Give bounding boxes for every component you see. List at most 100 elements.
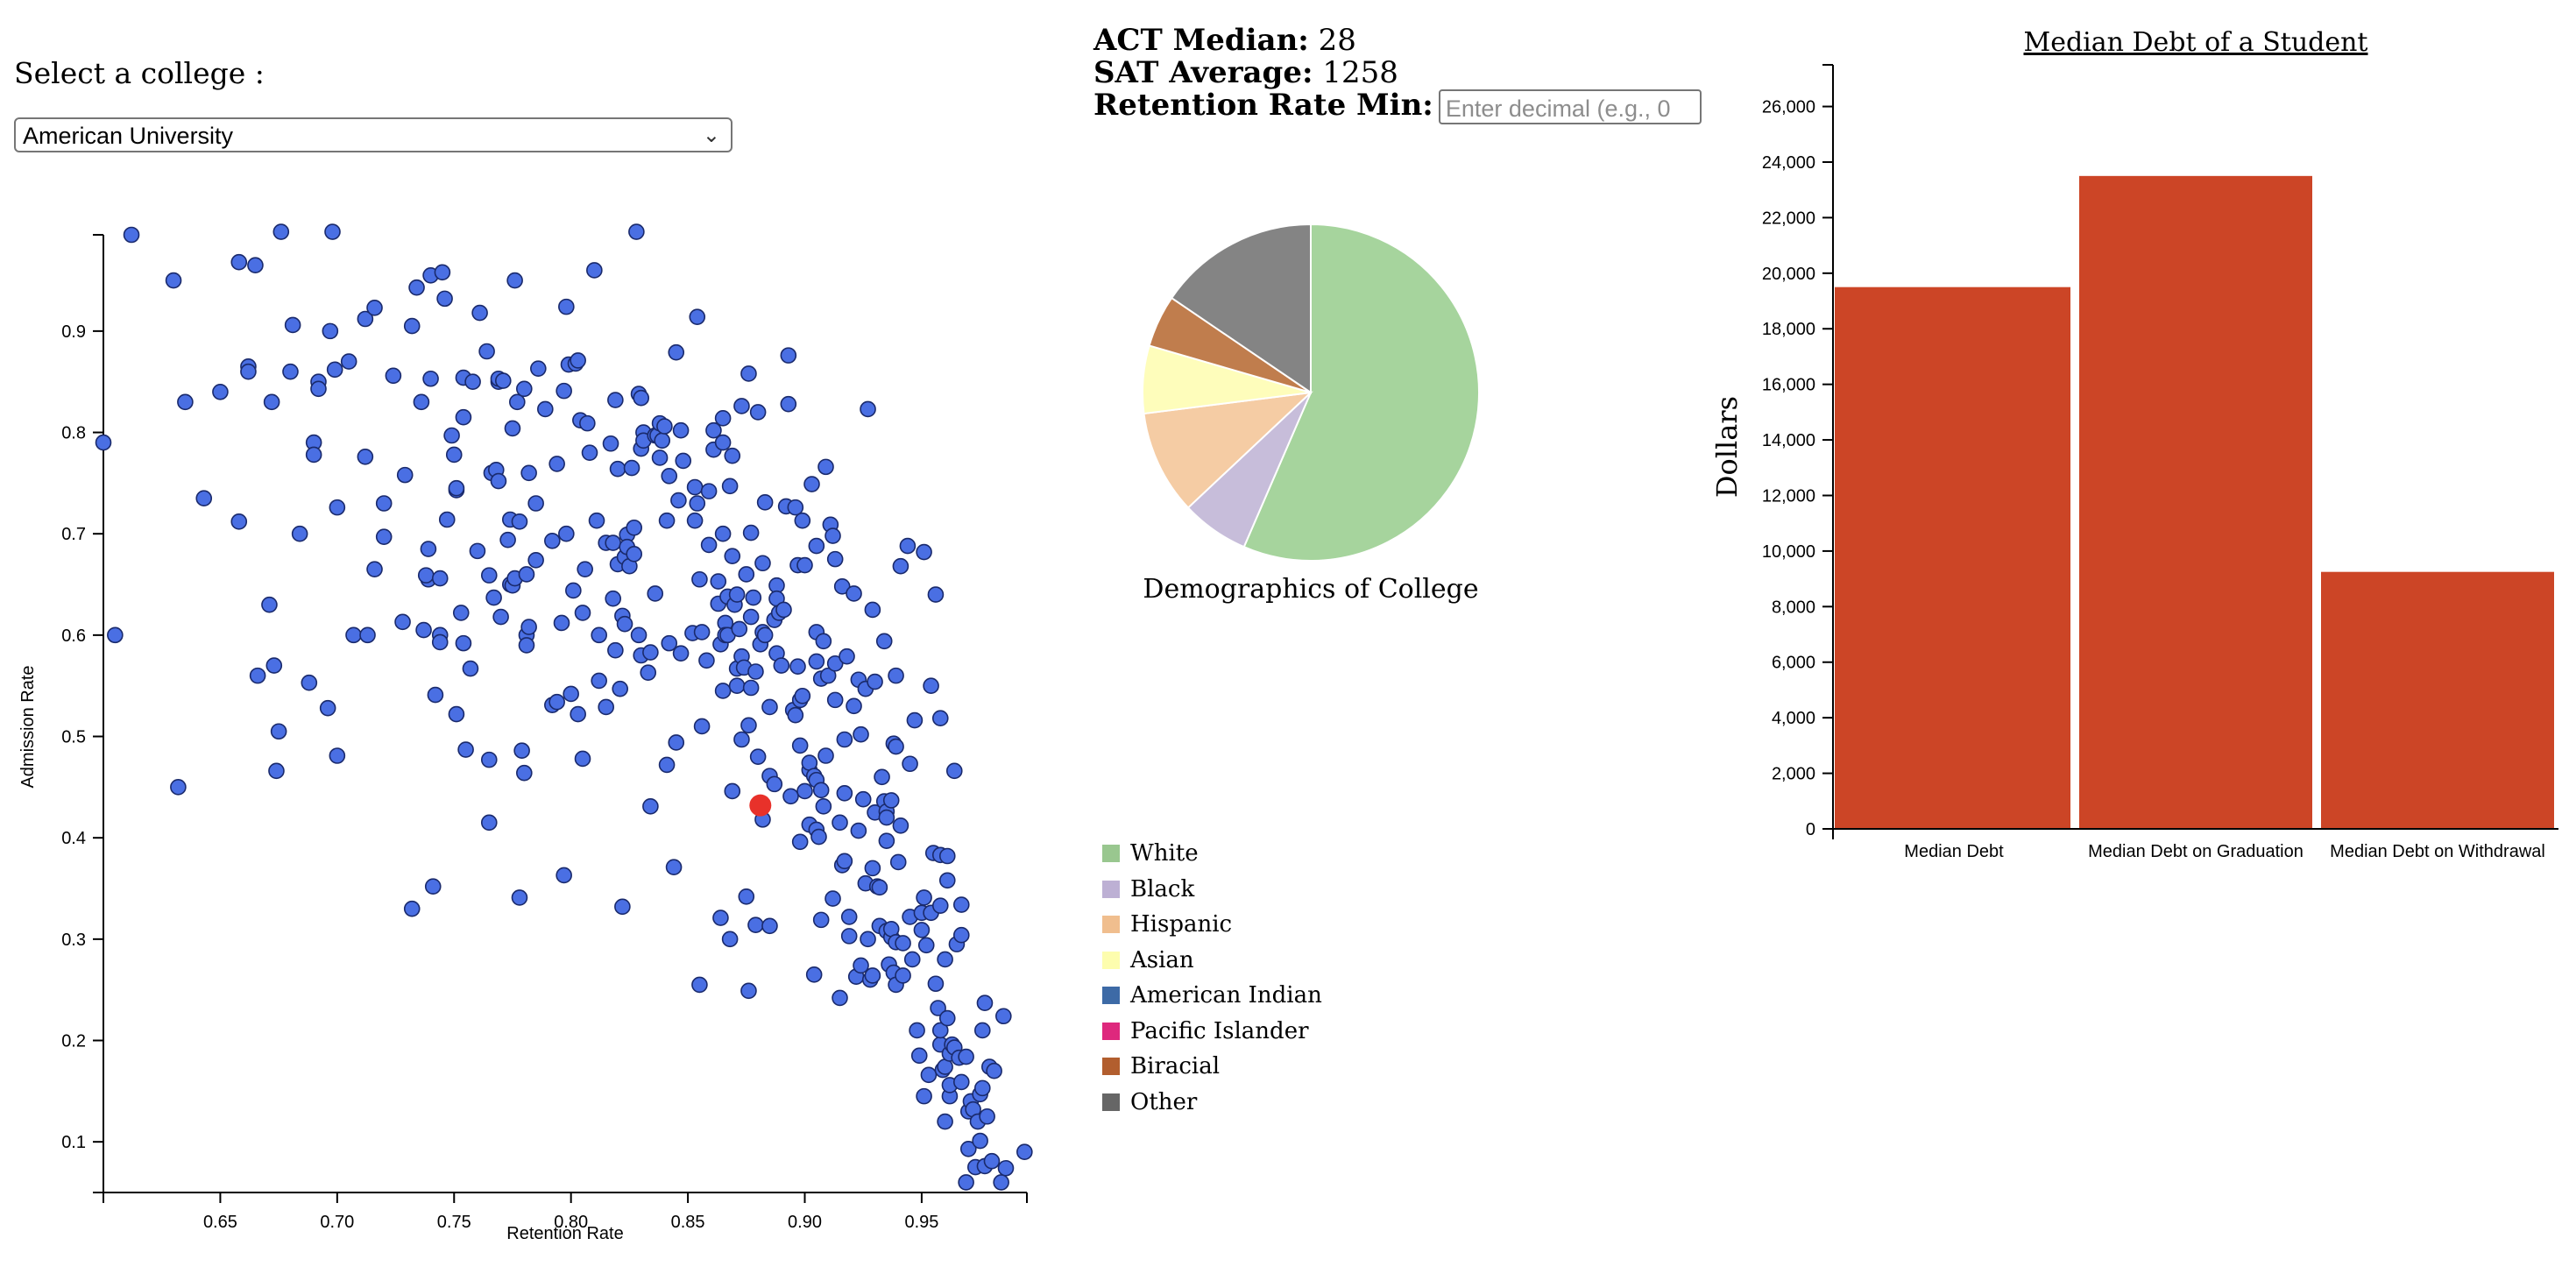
scatter-point[interactable] bbox=[815, 633, 832, 650]
scatter-point[interactable] bbox=[840, 928, 858, 945]
scatter-point[interactable] bbox=[749, 748, 767, 765]
scatter-point[interactable] bbox=[693, 624, 711, 640]
scatter-point[interactable] bbox=[691, 976, 708, 994]
scatter-point[interactable] bbox=[438, 511, 456, 528]
scatter-point[interactable] bbox=[480, 751, 498, 768]
scatter-point[interactable] bbox=[895, 967, 911, 984]
scatter-point[interactable] bbox=[916, 889, 932, 906]
scatter-point[interactable] bbox=[665, 859, 683, 876]
scatter-point[interactable] bbox=[574, 750, 591, 768]
scatter-point[interactable] bbox=[511, 889, 528, 906]
scatter-point[interactable] bbox=[558, 525, 575, 542]
scatter-point[interactable] bbox=[714, 683, 732, 699]
scatter-point[interactable] bbox=[230, 253, 248, 271]
scatter-point[interactable] bbox=[324, 223, 341, 240]
scatter-point[interactable] bbox=[937, 951, 953, 968]
scatter-point[interactable] bbox=[563, 685, 579, 703]
scatter-point[interactable] bbox=[747, 663, 764, 680]
college-select[interactable]: American University ⌄ bbox=[14, 117, 732, 152]
scatter-point[interactable] bbox=[749, 404, 767, 421]
scatter-point[interactable] bbox=[724, 782, 741, 800]
scatter-point[interactable] bbox=[902, 755, 918, 773]
scatter-point[interactable] bbox=[824, 890, 841, 907]
scatter-point[interactable] bbox=[817, 747, 834, 764]
scatter-point[interactable] bbox=[123, 226, 140, 244]
scatter-point[interactable] bbox=[107, 626, 124, 644]
scatter-point[interactable] bbox=[916, 1087, 932, 1105]
scatter-point[interactable] bbox=[516, 380, 533, 398]
scatter-point[interactable] bbox=[263, 393, 280, 411]
scatter-point[interactable] bbox=[945, 762, 963, 780]
scatter-point[interactable] bbox=[455, 634, 472, 652]
scatter-point[interactable] bbox=[305, 446, 322, 464]
scatter-point[interactable] bbox=[686, 512, 704, 529]
pie-slice-white[interactable] bbox=[1242, 223, 1480, 562]
scatter-point[interactable] bbox=[556, 867, 572, 884]
scatter-point[interactable] bbox=[553, 614, 570, 632]
scatter-point[interactable] bbox=[832, 814, 848, 832]
scatter-point[interactable] bbox=[808, 653, 825, 670]
scatter-point[interactable] bbox=[832, 989, 848, 1007]
scatter-point[interactable] bbox=[878, 809, 895, 826]
scatter-point[interactable] bbox=[212, 383, 229, 400]
scatter-point[interactable] bbox=[415, 621, 432, 639]
scatter-point[interactable] bbox=[577, 561, 593, 577]
scatter-point[interactable] bbox=[742, 608, 760, 626]
scatter-point[interactable] bbox=[565, 582, 582, 599]
scatter-point[interactable] bbox=[689, 495, 706, 512]
scatter-point[interactable] bbox=[738, 888, 755, 905]
scatter-point[interactable] bbox=[817, 458, 834, 476]
scatter-point[interactable] bbox=[556, 382, 572, 400]
scatter-point[interactable] bbox=[920, 1066, 938, 1084]
scatter-point[interactable] bbox=[527, 495, 544, 512]
scatter-point[interactable] bbox=[888, 667, 904, 684]
scatter-point[interactable] bbox=[958, 1048, 974, 1065]
scatter-point[interactable] bbox=[979, 1108, 995, 1125]
scatter-point[interactable] bbox=[672, 645, 690, 662]
scatter-point[interactable] bbox=[864, 601, 881, 619]
scatter-point[interactable] bbox=[661, 634, 678, 652]
scatter-point[interactable] bbox=[761, 917, 778, 935]
scatter-point[interactable] bbox=[443, 427, 460, 444]
scatter-point[interactable] bbox=[326, 361, 343, 379]
scatter-point[interactable] bbox=[240, 363, 257, 380]
scatter-point[interactable] bbox=[808, 537, 825, 555]
scatter-point[interactable] bbox=[628, 223, 645, 240]
scatter-point[interactable] bbox=[647, 585, 664, 602]
scatter-point[interactable] bbox=[952, 896, 970, 913]
scatter-point[interactable] bbox=[698, 652, 715, 669]
scatter-point[interactable] bbox=[803, 476, 820, 492]
bar-median-debt[interactable] bbox=[1835, 287, 2070, 829]
scatter-point[interactable] bbox=[693, 718, 711, 735]
scatter-point[interactable] bbox=[976, 994, 994, 1012]
scatter-point[interactable] bbox=[899, 537, 916, 555]
scatter-point[interactable] bbox=[230, 513, 248, 530]
scatter-point[interactable] bbox=[261, 596, 278, 613]
scatter-point[interactable] bbox=[518, 566, 535, 583]
scatter-point[interactable] bbox=[700, 536, 718, 554]
scatter-point[interactable] bbox=[995, 1008, 1012, 1025]
scatter-point[interactable] bbox=[520, 619, 537, 635]
scatter-point[interactable] bbox=[668, 734, 685, 751]
scatter-point[interactable] bbox=[923, 677, 939, 694]
scatter-point[interactable] bbox=[738, 566, 755, 583]
scatter-point[interactable] bbox=[434, 264, 451, 281]
scatter-point[interactable] bbox=[394, 613, 411, 631]
scatter-point[interactable] bbox=[958, 1174, 974, 1191]
scatter-point[interactable] bbox=[445, 446, 463, 464]
scatter-point[interactable] bbox=[714, 410, 732, 427]
scatter-point[interactable] bbox=[791, 833, 809, 851]
scatter-point[interactable] bbox=[480, 814, 498, 832]
scatter-point[interactable] bbox=[724, 447, 741, 464]
scatter-point[interactable] bbox=[805, 966, 823, 983]
scatter-point[interactable] bbox=[826, 691, 844, 709]
scatter-point[interactable] bbox=[938, 847, 956, 865]
scatter-point[interactable] bbox=[714, 434, 732, 451]
scatter-point[interactable] bbox=[626, 546, 643, 563]
scatter-point[interactable] bbox=[700, 483, 718, 499]
scatter-point[interactable] bbox=[268, 762, 285, 780]
scatter-point[interactable] bbox=[854, 790, 872, 808]
scatter-point[interactable] bbox=[860, 400, 876, 418]
scatter-point[interactable] bbox=[485, 589, 502, 606]
scatter-point[interactable] bbox=[927, 975, 945, 993]
